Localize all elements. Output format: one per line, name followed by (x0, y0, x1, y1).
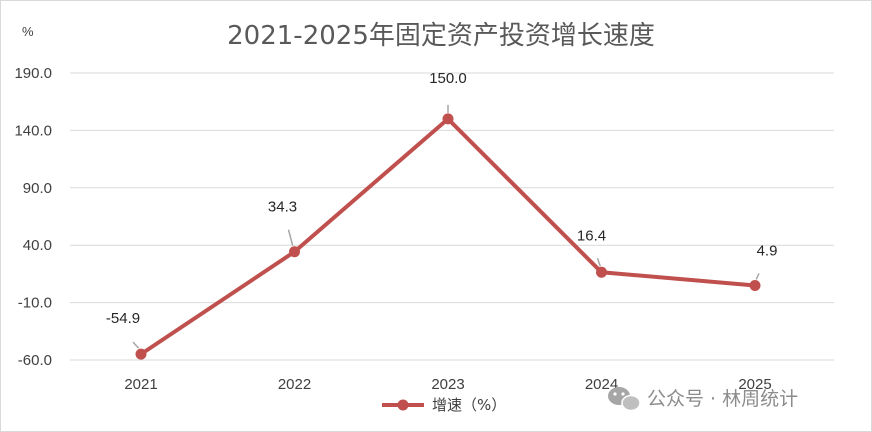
data-label: -54.9 (106, 310, 140, 327)
series-layer (135, 113, 761, 360)
x-tick-label: 2021 (124, 376, 157, 393)
x-axis-ticks: 2021 2022 2023 2024 2025 (124, 376, 771, 393)
leader-line (755, 273, 760, 280)
data-point (289, 246, 300, 258)
data-label: 4.9 (757, 242, 778, 259)
data-label: 150.0 (429, 70, 467, 87)
data-point (596, 266, 607, 278)
legend: 增速（%） (382, 396, 506, 414)
y-tick-label: 90.0 (23, 180, 52, 197)
data-label: 34.3 (268, 199, 297, 216)
y-tick-label: -60.0 (18, 352, 52, 369)
gridlines (70, 72, 834, 361)
x-tick-label: 2024 (585, 376, 618, 393)
chart-title: 2021-2025年固定资产投资增长速度 (227, 21, 655, 51)
y-axis-ticks: 190.0 140.0 90.0 40.0 -10.0 -60.0 (14, 65, 52, 369)
data-labels: -54.9 34.3 150.0 16.4 4.9 (106, 70, 778, 327)
series-line (139, 116, 757, 357)
wechat-icon (608, 387, 641, 412)
data-point (442, 113, 454, 125)
y-axis-unit: % (22, 24, 34, 39)
data-point (749, 279, 761, 291)
y-tick-label: 190.0 (14, 65, 52, 82)
leader-line (132, 341, 140, 349)
leader-line (287, 229, 294, 246)
watermark: 公众号 · 林周统计 (608, 387, 798, 412)
data-point (135, 348, 147, 360)
y-tick-label: 140.0 (14, 122, 52, 139)
x-tick-label: 2025 (738, 376, 771, 393)
legend-label: 增速（%） (432, 396, 506, 414)
y-tick-label: -10.0 (18, 295, 52, 312)
x-tick-label: 2023 (431, 376, 464, 393)
x-tick-label: 2022 (278, 376, 311, 393)
leader-line (596, 258, 602, 267)
y-tick-label: 40.0 (23, 237, 52, 254)
watermark-text: 公众号 · 林周统计 (647, 388, 798, 410)
data-label: 16.4 (577, 227, 606, 244)
leader-lines (132, 104, 760, 349)
legend-marker (397, 399, 409, 411)
